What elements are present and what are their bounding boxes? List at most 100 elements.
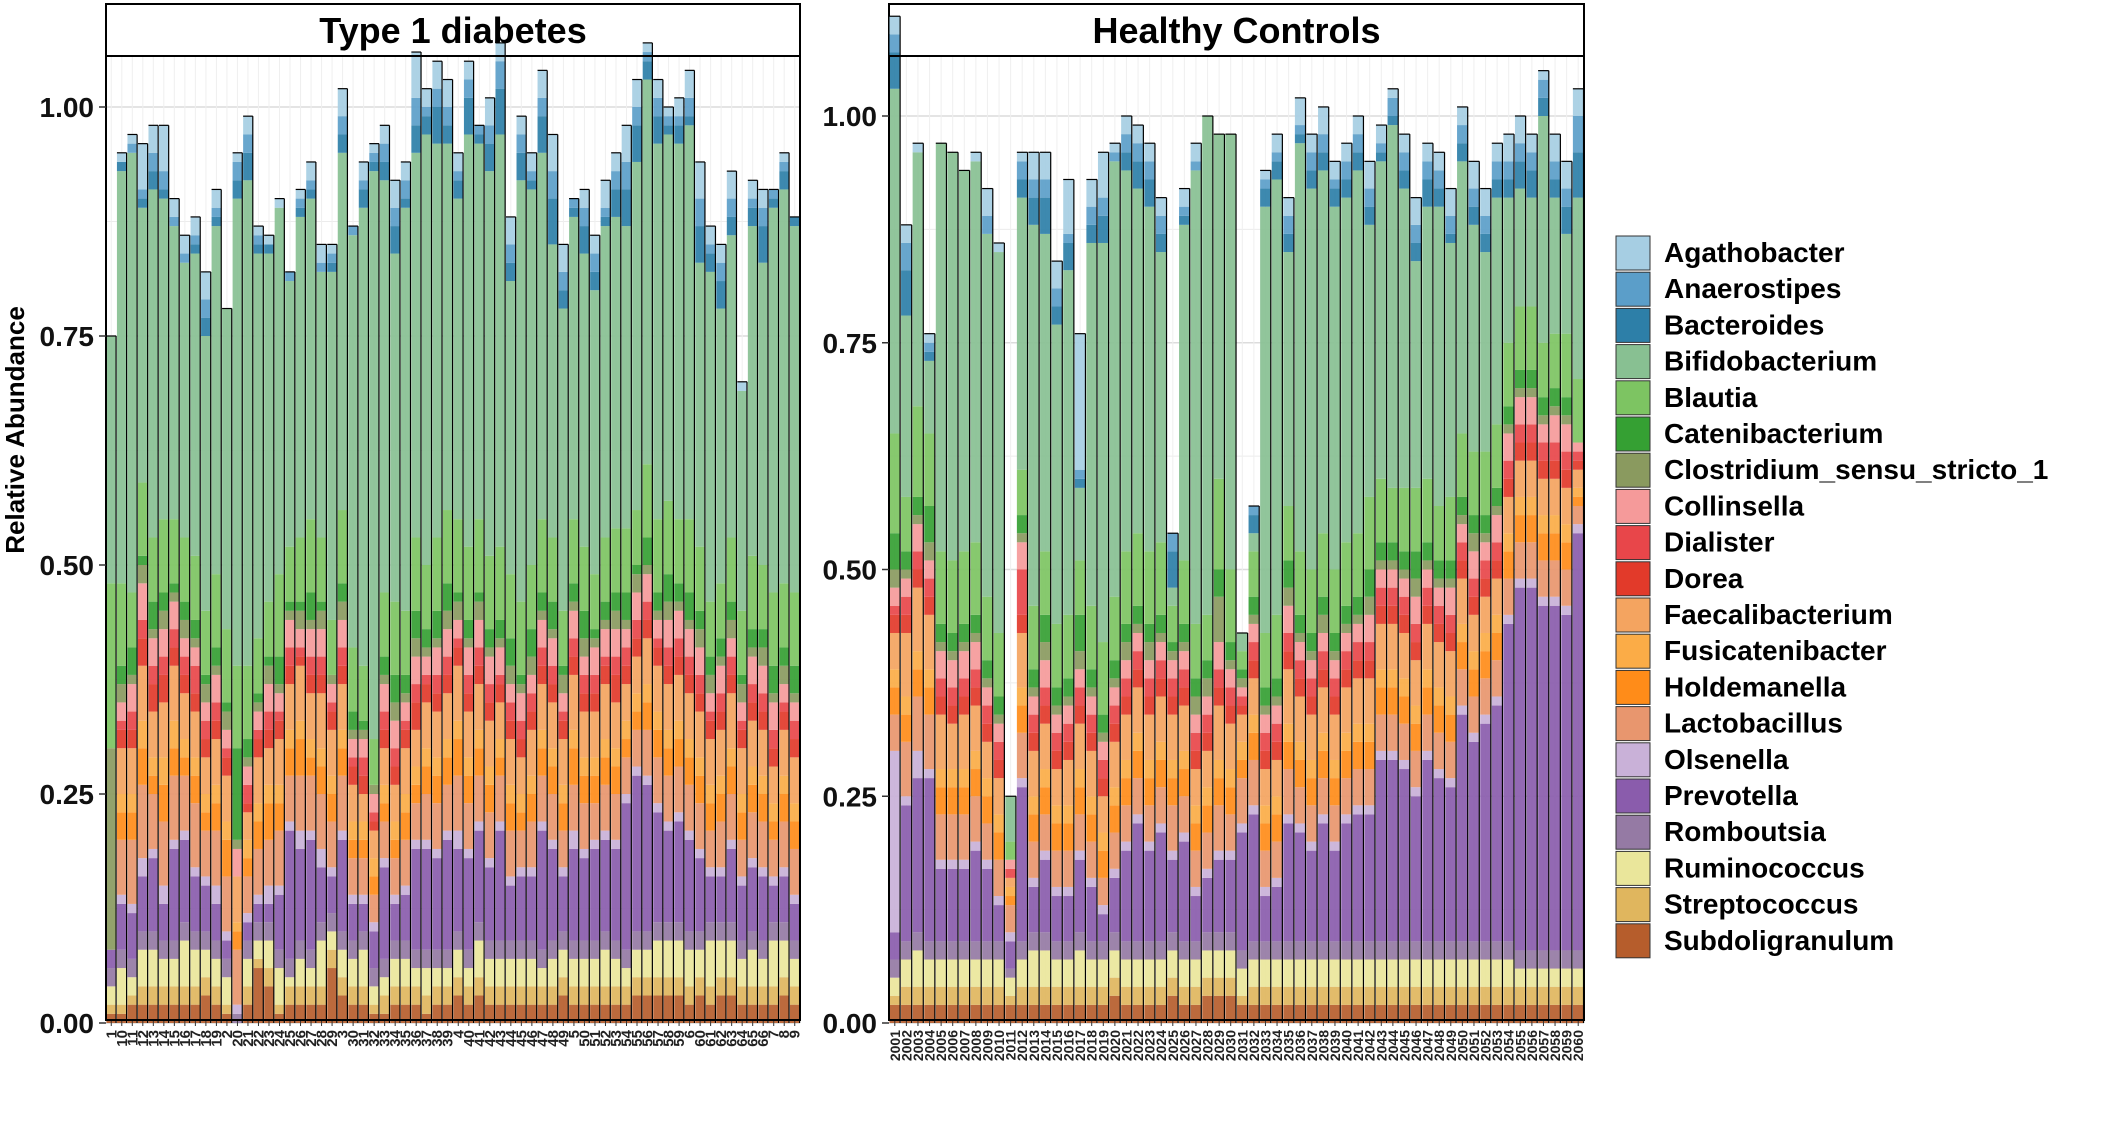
bar-segment-faecalibacterium: [337, 684, 348, 730]
x-tick-label: 2009: [979, 1030, 995, 1061]
legend-item-clostridium_sensu_stricto_1: Clostridium_sensu_stricto_1: [1615, 452, 2048, 488]
bar-segment-agathobacter: [1399, 134, 1410, 153]
bar-segment-faecalibacterium: [516, 757, 527, 794]
bar-segment-dialister: [1248, 642, 1260, 661]
bar-segment-blautia: [982, 596, 993, 661]
bar-segment-prevotella: [148, 858, 159, 932]
bar-segment-romboutsia: [768, 922, 779, 941]
legend-swatch: [1615, 742, 1651, 778]
bar-segment-fusicatenibacter: [442, 739, 453, 758]
bar-segment-bifidobacterium: [537, 152, 548, 520]
bar-segment-bifidobacterium: [337, 152, 348, 511]
bar-segment-prevotella: [653, 812, 663, 923]
bar-segment-agathobacter: [180, 235, 190, 254]
bar-segment-bacteroides: [190, 244, 201, 254]
bar-segment-faecalibacterium: [1329, 714, 1341, 760]
bar-segment-fusicatenibacter: [1260, 805, 1271, 824]
bar-segment-ruminococcus: [779, 940, 790, 978]
bar-segment-streptococcus: [516, 986, 527, 1005]
bar-segment-prevotella: [1167, 859, 1179, 933]
bar-segment-romboutsia: [127, 958, 138, 978]
bar-segment-ruminococcus: [1294, 959, 1306, 987]
bar-segment-holdemanella: [1549, 533, 1561, 561]
bar-segment-bifidobacterium: [1294, 143, 1306, 552]
bar-segment-olsenella: [148, 848, 159, 859]
bar-segment-lactobacillus: [569, 784, 579, 831]
bar-segment-dorea: [1329, 696, 1341, 715]
bar-segment-catenibacterium: [611, 592, 621, 611]
x-tick-label: 2045: [1396, 1030, 1412, 1061]
bar-segment-bacteroides: [1549, 179, 1561, 198]
bar-segment-dorea: [400, 729, 411, 749]
x-tick-label: 50: [576, 1030, 593, 1047]
bar-segment-blautia: [285, 546, 295, 602]
bar-segment-romboutsia: [243, 940, 253, 959]
bar-segment-holdemanella: [1410, 723, 1422, 751]
bar-segment-prevotella: [1213, 859, 1225, 933]
bar-segment-dialister: [474, 647, 485, 666]
bar-segment-clostridium_sensu_stricto_1: [1051, 705, 1063, 715]
bar-segment-holdemanella: [232, 931, 243, 950]
bar-segment-bifidobacterium: [1445, 242, 1457, 497]
bar-segment-fusicatenibacter: [411, 766, 422, 785]
bar-segment-subdoligranulum: [379, 1013, 390, 1023]
bar-segment-anaerostipes: [1063, 233, 1074, 243]
bar-segment-romboutsia: [1271, 941, 1283, 960]
bar-segment-dialister: [789, 720, 800, 740]
bar-segment-olsenella: [285, 821, 295, 831]
bar-segment-agathobacter: [653, 79, 663, 98]
bar-segment-bacteroides: [1248, 515, 1260, 534]
bar-segment-bifidobacterium: [947, 152, 959, 561]
bar-segment-ruminococcus: [737, 958, 748, 987]
bar-segment-streptococcus: [527, 986, 537, 1005]
bar-segment-catenibacterium: [1132, 605, 1144, 624]
bar-segment-collinsella: [327, 684, 337, 703]
bar-segment-clostridium_sensu_stricto_1: [1468, 533, 1480, 552]
bar-segment-streptococcus: [653, 977, 663, 996]
bar-segment-romboutsia: [1375, 941, 1387, 960]
bar-segment-blautia: [970, 542, 982, 615]
bar-segment-lactobacillus: [558, 830, 569, 868]
x-tick-label: 39: [440, 1030, 457, 1047]
bar-segment-dialister: [1190, 732, 1202, 751]
bar-segment-prevotella: [758, 876, 769, 941]
bar-segment-blautia: [1202, 614, 1213, 661]
bar-segment-clostridium_sensu_stricto_1: [663, 601, 674, 620]
bar-segment-olsenella: [716, 867, 726, 877]
x-tick-label: 2038: [1315, 1030, 1331, 1061]
bar-2050: [1457, 106, 1469, 1023]
bar-segment-faecalibacterium: [158, 702, 169, 758]
x-tick-label: 12: [135, 1030, 152, 1047]
bar-segment-agathobacter: [611, 152, 621, 172]
bar-segment-clostridium_sensu_stricto_1: [569, 601, 579, 611]
bar-segment-clostridium_sensu_stricto_1: [379, 674, 390, 685]
bar-segment-dorea: [947, 705, 959, 724]
bar-segment-dorea: [889, 614, 901, 633]
bar-segment-dialister: [1051, 732, 1063, 751]
bar-segment-bacteroides: [211, 216, 222, 227]
bar-segment-dorea: [611, 674, 621, 703]
bar-2030: [1225, 133, 1237, 1023]
bar-segment-blautia: [1283, 506, 1294, 561]
bar-segment-dialister: [1457, 542, 1468, 561]
bar-segment-bifidobacterium: [1016, 197, 1028, 470]
bar-segment-holdemanella: [222, 839, 232, 877]
bar-segment-streptococcus: [716, 977, 726, 996]
bar-segment-bifidobacterium: [1387, 125, 1399, 488]
bar-segment-blautia: [695, 546, 705, 611]
bar-segment-anaerostipes: [1364, 188, 1376, 207]
bar-segment-dorea: [1364, 660, 1376, 679]
bar-segment-faecalibacterium: [180, 693, 190, 740]
bar-segment-prevotella: [190, 876, 201, 932]
bar-42: [484, 97, 496, 1023]
bar-segment-dorea: [180, 674, 190, 694]
x-tick-label: 2015: [1049, 1030, 1065, 1061]
bar-segment-collinsella: [737, 702, 748, 721]
bar-segment-dialister: [1260, 732, 1271, 751]
bar-segment-streptococcus: [337, 977, 348, 996]
bar-segment-catenibacterium: [1318, 596, 1329, 615]
bar-segment-collinsella: [1271, 705, 1283, 724]
bar-segment-bacteroides: [1132, 161, 1144, 189]
bar-segment-subdoligranulum: [1005, 1004, 1016, 1023]
bar-segment-collinsella: [1179, 651, 1190, 670]
